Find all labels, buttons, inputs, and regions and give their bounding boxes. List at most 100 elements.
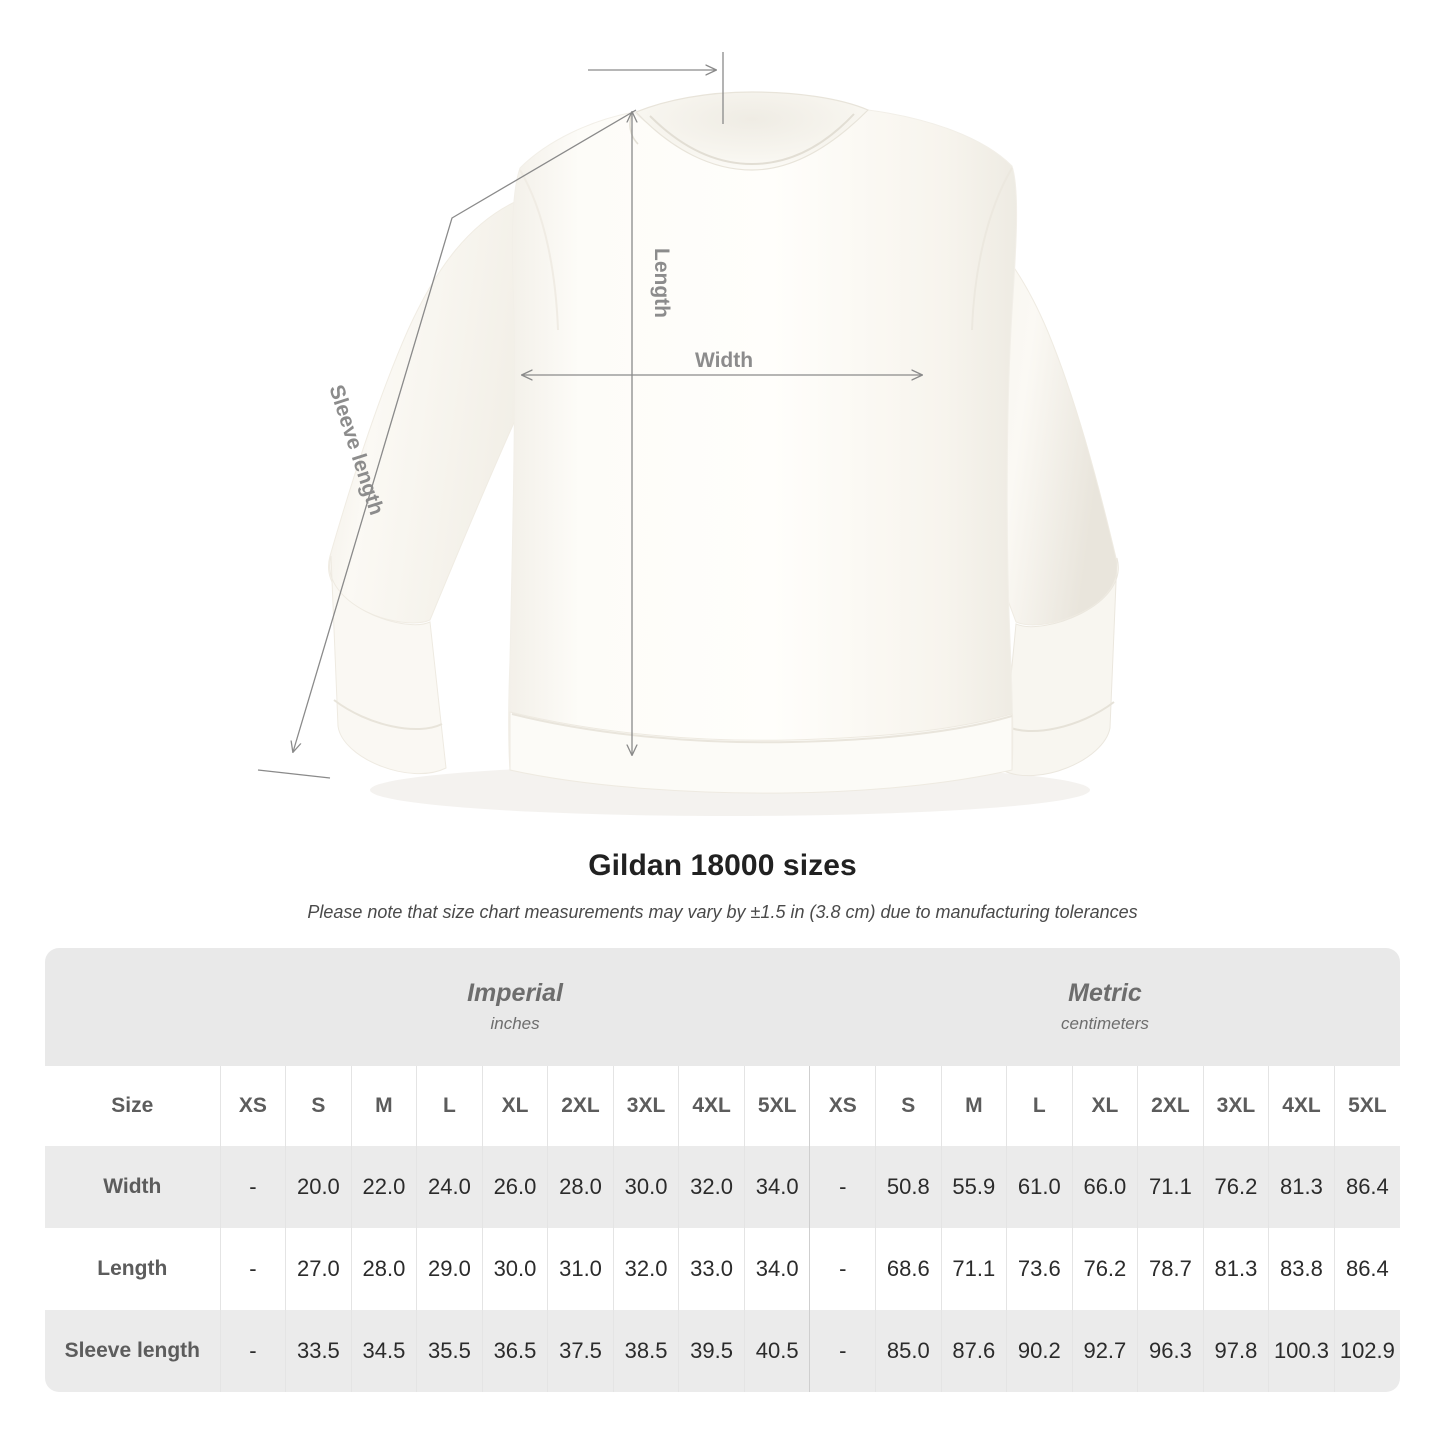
size-header-imperial-xl: XL <box>481 1066 548 1146</box>
unit-group-metric-sub: centimeters <box>1061 1014 1149 1033</box>
cell-length-metric-m: 71.1 <box>940 1228 1007 1310</box>
cell-length-imperial-xl: 30.0 <box>481 1228 548 1310</box>
unit-group-imperial-sub: inches <box>490 1014 540 1033</box>
cell-length-metric-2xl: 78.7 <box>1137 1228 1204 1310</box>
left-cuff-seam <box>333 699 443 731</box>
size-header-imperial-m: M <box>350 1066 417 1146</box>
size-header-imperial-l: L <box>416 1066 483 1146</box>
left-sleeve <box>328 199 529 624</box>
cell-length-metric-s: 68.6 <box>875 1228 942 1310</box>
cell-sleeve-length-imperial-l: 35.5 <box>416 1310 483 1392</box>
cell-sleeve-length-imperial-m: 34.5 <box>350 1310 417 1392</box>
size-header-metric-xs: XS <box>809 1066 876 1146</box>
cell-length-imperial-2xl: 31.0 <box>547 1228 614 1310</box>
length-label: Length <box>650 248 673 318</box>
cell-width-imperial-xs: - <box>219 1146 286 1228</box>
left-shoulder-seam <box>519 169 559 331</box>
row-label-length: Length <box>45 1228 221 1310</box>
cell-width-metric-2xl: 71.1 <box>1137 1146 1204 1228</box>
unit-banner-row: Imperial inches Metric centimeters <box>45 948 1400 1066</box>
cell-sleeve-length-metric-5xl: 102.9 <box>1333 1310 1400 1392</box>
size-header-imperial-4xl: 4XL <box>678 1066 745 1146</box>
cell-sleeve-length-metric-4xl: 100.3 <box>1268 1310 1335 1392</box>
left-cuff <box>329 555 447 775</box>
cell-length-imperial-m: 28.0 <box>350 1228 417 1310</box>
size-header-metric-m: M <box>940 1066 1007 1146</box>
cell-length-metric-4xl: 83.8 <box>1268 1228 1335 1310</box>
sleeve-length-end-tick <box>257 769 331 779</box>
cell-width-imperial-3xl: 30.0 <box>612 1146 679 1228</box>
size-header-imperial-3xl: 3XL <box>612 1066 679 1146</box>
cell-length-imperial-s: 27.0 <box>285 1228 352 1310</box>
cell-length-metric-3xl: 81.3 <box>1202 1228 1269 1310</box>
cell-sleeve-length-imperial-xs: - <box>219 1310 286 1392</box>
size-header-imperial-2xl: 2XL <box>547 1066 614 1146</box>
cell-width-imperial-l: 24.0 <box>416 1146 483 1228</box>
cell-sleeve-length-metric-2xl: 96.3 <box>1137 1310 1204 1392</box>
cell-sleeve-length-metric-s: 85.0 <box>875 1310 942 1392</box>
width-label: Width <box>695 349 753 372</box>
size-chart-table-wrapper: Imperial inches Metric centimeters Size … <box>45 948 1400 1392</box>
cell-length-metric-l: 73.6 <box>1006 1228 1073 1310</box>
cell-width-metric-3xl: 76.2 <box>1202 1146 1269 1228</box>
unit-banner-blank <box>45 948 221 1066</box>
table-corner-label: Size <box>45 1066 221 1146</box>
cell-length-metric-5xl: 86.4 <box>1333 1228 1400 1310</box>
cell-sleeve-length-metric-xs: - <box>809 1310 876 1392</box>
sweatshirt-diagram: Sleeve length Length Width <box>257 52 1119 816</box>
cell-sleeve-length-metric-m: 87.6 <box>940 1310 1007 1392</box>
collar-inner-seam <box>649 113 855 166</box>
row-label-sleeve-length: Sleeve length <box>45 1310 221 1392</box>
cell-sleeve-length-imperial-2xl: 37.5 <box>547 1310 614 1392</box>
cell-width-imperial-2xl: 28.0 <box>547 1146 614 1228</box>
table-row: Width -20.0 22.0 24.0 26.0 28.0 30.0 32.0 34.0-5… <box>45 1146 1400 1228</box>
right-shoulder-seam <box>971 167 1013 331</box>
size-header-imperial-s: S <box>285 1066 352 1146</box>
cell-width-imperial-xl: 26.0 <box>481 1146 548 1228</box>
cell-length-imperial-4xl: 33.0 <box>678 1228 745 1310</box>
garment-illustration: Sleeve length Length Width <box>257 52 1119 816</box>
waistband-seam <box>511 713 1013 744</box>
row-label-width: Width <box>45 1146 221 1228</box>
size-header-imperial-xs: XS <box>219 1066 286 1146</box>
size-header-row: Size XS S M L XL 2XL 3XL 4XL 5XL XS S M L XL 2XL 3XL 4XL… <box>45 1066 1400 1146</box>
collar-ribbing <box>634 91 870 171</box>
waistband <box>509 711 1013 794</box>
cell-sleeve-length-imperial-5xl: 40.5 <box>743 1310 810 1392</box>
table-row: Sleeve length -33.5 34.5 35.5 36.5 37.5 38.5 39… <box>45 1310 1400 1392</box>
size-header-imperial-5xl: 5XL <box>743 1066 810 1146</box>
cell-width-imperial-4xl: 32.0 <box>678 1146 745 1228</box>
sleeve-length-line <box>293 109 637 752</box>
size-chart-table: Imperial inches Metric centimeters Size … <box>45 948 1400 1392</box>
cell-sleeve-length-imperial-xl: 36.5 <box>481 1310 548 1392</box>
unit-group-imperial-name: Imperial <box>467 979 563 1007</box>
cell-length-metric-xl: 76.2 <box>1071 1228 1138 1310</box>
heading-block: Gildan 18000 sizes Please note that size… <box>0 845 1445 925</box>
tolerance-note: Please note that size chart measurements… <box>307 902 1138 922</box>
size-header-metric-4xl: 4XL <box>1268 1066 1335 1146</box>
cell-sleeve-length-imperial-4xl: 39.5 <box>678 1310 745 1392</box>
right-cuff-seam <box>1005 701 1115 733</box>
cell-sleeve-length-metric-3xl: 97.8 <box>1202 1310 1269 1392</box>
cell-sleeve-length-imperial-3xl: 38.5 <box>612 1310 679 1392</box>
cell-sleeve-length-metric-xl: 92.7 <box>1071 1310 1138 1392</box>
cell-width-metric-xl: 66.0 <box>1071 1146 1138 1228</box>
cell-width-imperial-m: 22.0 <box>350 1146 417 1228</box>
size-header-metric-s: S <box>875 1066 942 1146</box>
size-header-metric-5xl: 5XL <box>1333 1066 1400 1146</box>
cell-width-imperial-s: 20.0 <box>285 1146 352 1228</box>
cell-sleeve-length-imperial-s: 33.5 <box>285 1310 352 1392</box>
cell-width-metric-5xl: 86.4 <box>1333 1146 1400 1228</box>
size-header-metric-xl: XL <box>1071 1066 1138 1146</box>
sweatshirt-body <box>508 109 1018 793</box>
unit-group-imperial: Imperial inches <box>220 948 810 1066</box>
cell-width-metric-s: 50.8 <box>875 1146 942 1228</box>
cell-width-metric-xs: - <box>809 1146 876 1228</box>
cell-width-metric-l: 61.0 <box>1006 1146 1073 1228</box>
cell-length-imperial-5xl: 34.0 <box>743 1228 810 1310</box>
page-title: Gildan 18000 sizes <box>588 849 857 882</box>
unit-group-metric-name: Metric <box>1068 979 1142 1007</box>
cell-length-imperial-xs: - <box>219 1228 286 1310</box>
size-header-metric-l: L <box>1006 1066 1073 1146</box>
size-header-metric-2xl: 2XL <box>1137 1066 1204 1146</box>
